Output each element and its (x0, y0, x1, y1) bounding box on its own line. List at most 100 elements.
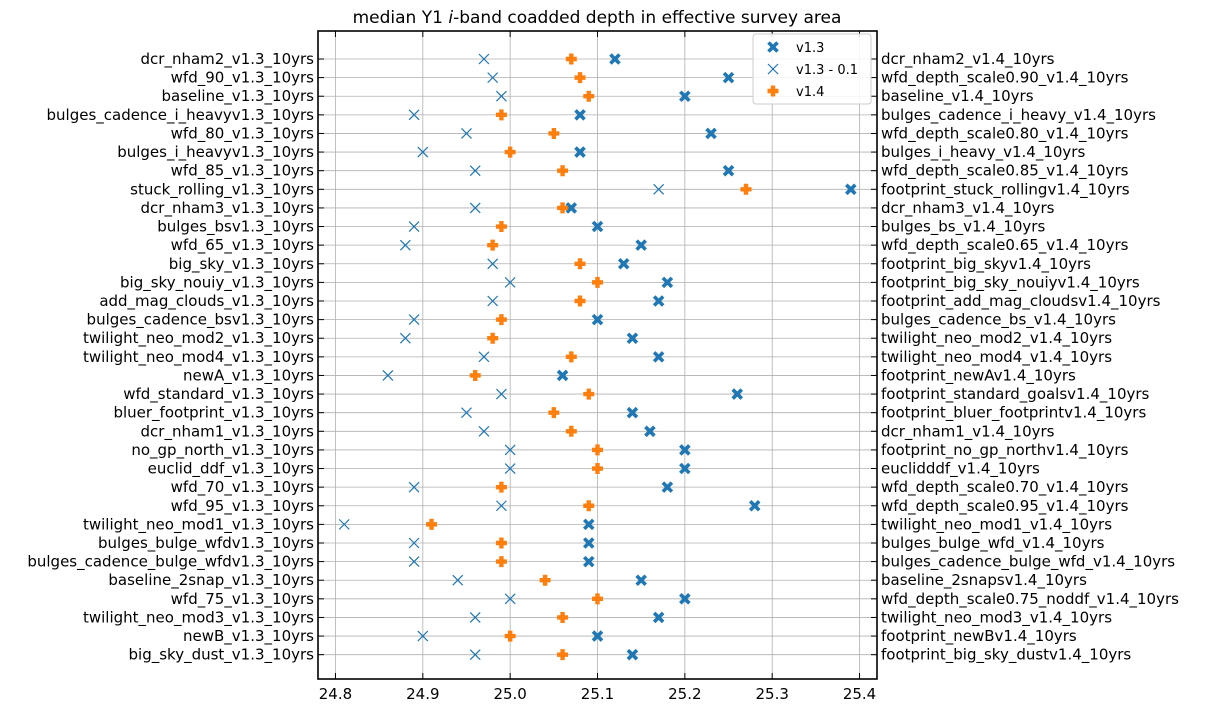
x-stroke (679, 90, 691, 103)
y-label-right: wfd_depth_scale0.80_v1.4_10yrs (881, 124, 1129, 143)
point-v1-3 (582, 555, 595, 568)
legend-marker (767, 41, 779, 53)
point-v1-3 (626, 406, 639, 419)
point-v1-4 (504, 146, 516, 158)
y-label-right: footprint_add_mag_cloudsv1.4_10yrs (881, 292, 1161, 311)
point-v1-3 (582, 537, 595, 549)
x-stroke (652, 351, 665, 363)
point-v1-3 (609, 53, 621, 65)
y-label-left: bluer_footprint_v1.3_10yrs (113, 404, 314, 423)
point-v1-4 (592, 463, 603, 475)
y-label-right: bulges_cadence_bs_v1.4_10yrs (881, 311, 1116, 330)
chart-title-suffix: -band coadded depth in effective survey … (453, 8, 841, 28)
y-label-right: dcr_nham3_v1.4_10yrs (881, 199, 1055, 218)
point-v1-4 (495, 537, 507, 549)
x-stroke (417, 630, 429, 642)
point-v1-3 (626, 332, 639, 344)
x-stroke (591, 220, 604, 233)
x-stroke (652, 295, 665, 307)
x-stroke (382, 370, 394, 381)
y-label-left: wfd_75_v1.3_10yrs (171, 590, 315, 609)
point-v1-3 (652, 351, 665, 363)
point-v1-3 (661, 481, 674, 493)
x-stroke (653, 183, 665, 195)
x-stroke (767, 41, 779, 53)
point-v1-3 (679, 444, 691, 456)
point-v1-3 (679, 90, 691, 103)
point-v1-3-minus (504, 463, 516, 474)
point-v1-4 (583, 500, 595, 512)
point-v1-4 (565, 425, 577, 437)
point-v1-3-minus (487, 258, 499, 270)
point-v1-4 (574, 72, 586, 84)
point-v1-3-minus (653, 183, 665, 195)
point-v1-4 (557, 202, 569, 214)
point-v1-3-minus (461, 128, 472, 139)
x-stroke (478, 351, 490, 363)
x-stroke (408, 314, 420, 326)
y-label-left: big_sky_nouiy_v1.3_10yrs (120, 273, 314, 292)
x-stroke (731, 388, 744, 400)
point-v1-3 (626, 648, 639, 661)
x-stroke (452, 574, 464, 586)
x-stroke (417, 146, 429, 158)
x-tick-label: 24.8 (319, 685, 352, 703)
x-stroke (705, 127, 717, 140)
point-v1-3-minus (408, 556, 420, 568)
x-stroke (504, 593, 516, 605)
x-stroke (626, 406, 639, 419)
point-v1-4 (495, 109, 507, 121)
chart-title-prefix: median Y1 (353, 8, 449, 28)
x-stroke (408, 221, 420, 232)
point-v1-4 (495, 481, 507, 493)
point-v1-4 (557, 649, 569, 661)
y-label-right: bulges_cadence_i_heavy_v1.4_10yrs (881, 106, 1156, 125)
point-v1-3-minus (408, 221, 420, 232)
x-stroke (408, 109, 420, 121)
x-stroke (399, 332, 411, 344)
point-v1-4 (504, 630, 516, 642)
point-v1-3-minus (504, 593, 516, 605)
point-v1-3-minus (452, 574, 464, 586)
y-label-left: no_gp_north_v1.3_10yrs (131, 441, 314, 460)
y-label-right: footprint_newBv1.4_10yrs (881, 627, 1077, 646)
point-v1-4 (574, 258, 586, 270)
y-label-left: bulges_cadence_i_heavyv1.3_10yrs (47, 106, 315, 125)
x-stroke (748, 499, 761, 512)
x-stroke (461, 407, 472, 419)
x-stroke (469, 165, 481, 177)
point-v1-3-minus (495, 388, 507, 400)
y-label-left: big_sky_dust_v1.3_10yrs (129, 646, 315, 665)
y-label-left: wfd_90_v1.3_10yrs (171, 69, 315, 88)
y-label-right: footprint_standard_goalsv1.4_10yrs (881, 385, 1150, 404)
point-v1-4 (548, 127, 560, 139)
point-v1-3-minus (408, 109, 420, 121)
point-v1-3 (644, 425, 656, 438)
x-stroke (461, 128, 472, 139)
x-stroke (722, 71, 735, 84)
point-v1-4 (539, 574, 551, 586)
x-stroke (399, 239, 411, 251)
y-label-right: twilight_neo_mod2_v1.4_10yrs (881, 329, 1112, 348)
point-v1-3 (574, 109, 586, 121)
point-v1-4 (565, 351, 577, 363)
point-v1-3 (731, 388, 744, 400)
x-stroke (487, 258, 499, 270)
x-stroke (609, 53, 621, 65)
point-v1-3-minus (487, 72, 499, 84)
point-v1-3 (591, 220, 604, 233)
y-label-left: bulges_bulge_wfdv1.3_10yrs (98, 534, 314, 553)
point-v1-3 (591, 313, 604, 326)
point-v1-4 (583, 90, 595, 102)
point-v1-4 (495, 314, 507, 326)
y-label-left: wfd_70_v1.3_10yrs (171, 478, 315, 497)
y-label-right: footprint_big_sky_dustv1.4_10yrs (881, 646, 1131, 665)
point-v1-3 (705, 127, 717, 140)
point-v1-4 (592, 593, 603, 605)
x-tick-label: 25.4 (843, 685, 876, 703)
y-label-right: baseline_2snapsv1.4_10yrs (881, 571, 1087, 590)
point-v1-3 (652, 611, 665, 624)
point-v1-4 (548, 407, 560, 419)
data-marks (338, 53, 857, 661)
